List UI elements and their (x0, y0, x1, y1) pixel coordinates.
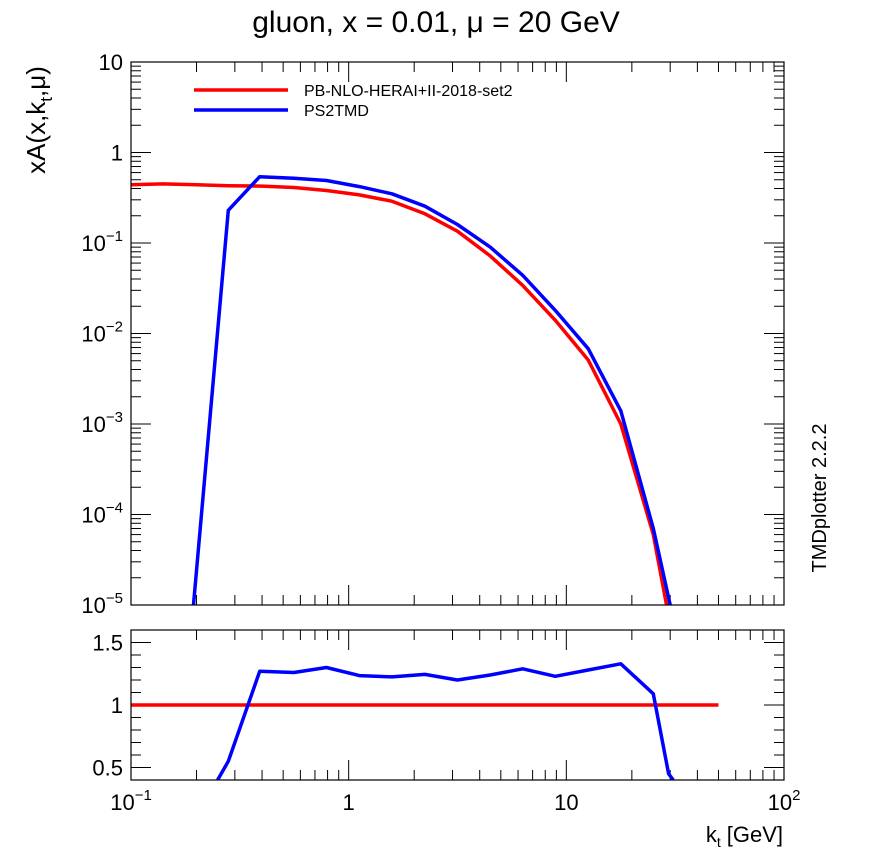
x-tick-label-exp: 2 (792, 787, 800, 804)
x-tick-label-exp: −1 (135, 787, 152, 804)
x-tick-label-base: 10 (554, 790, 578, 815)
y-tick-label-base: 10 (81, 503, 105, 528)
y-tick-label: 10 (99, 50, 123, 75)
ratio-y-tick-label: 1.5 (92, 631, 123, 656)
y-tick-label-base: 10 (81, 593, 105, 618)
ratio-panel-series (131, 662, 719, 780)
ratio-y-tick-label-base: 0.5 (92, 756, 123, 781)
y-tick-label-base: 10 (81, 412, 105, 437)
ratio-line-ps2tmd (216, 662, 675, 780)
ratio-y-tick-label-base: 1.5 (92, 631, 123, 656)
y-tick-label: 10−1 (81, 228, 123, 256)
ratio-y-tick-label: 0.5 (92, 756, 123, 781)
y-tick-label-base: 1 (111, 141, 123, 166)
x-tick-label: 102 (768, 787, 801, 815)
y-tick-label: 10−5 (81, 590, 123, 618)
x-tick-label-base: 10 (110, 790, 134, 815)
legend-label: PS2TMD (304, 103, 369, 120)
y-tick-label-exp: −3 (106, 409, 123, 426)
top-panel-ticks (130, 61, 785, 606)
legend-label: PB-NLO-HERAI+II-2018-set2 (304, 83, 513, 100)
series-line-pb-nlo-herai-ii-2018-set2 (131, 182, 669, 605)
chart-title: gluon, x = 0.01, μ = 20 GeV (252, 6, 620, 39)
y-axis-label: xA(x,kt,μ) (21, 66, 56, 174)
y-tick-label-exp: −1 (106, 228, 123, 245)
ratio-y-tick-label: 1 (111, 693, 123, 718)
y-tick-label-base: 10 (81, 322, 105, 347)
x-tick-label: 10 (554, 790, 578, 815)
y-tick-label: 1 (111, 141, 123, 166)
y-tick-label-exp: −5 (106, 590, 123, 607)
x-tick-label: 1 (343, 790, 355, 815)
y-tick-label-exp: −4 (106, 500, 123, 517)
y-tick-label-base: 10 (81, 231, 105, 256)
x-tick-label-base: 1 (343, 790, 355, 815)
y-tick-label: 10−3 (81, 409, 123, 437)
x-tick-labels: 10−1 1 10 102 (110, 787, 800, 815)
legend: PB-NLO-HERAI+II-2018-set2 PS2TMD (194, 83, 513, 120)
y-tick-label: 10−2 (81, 319, 123, 347)
ratio-y-tick-label-base: 1 (111, 693, 123, 718)
y-tick-label-base: 10 (99, 50, 123, 75)
series-line-ps2tmd (191, 174, 672, 605)
y-tick-label-exp: −2 (106, 319, 123, 336)
side-label: TMDplotter 2.2.2 (809, 424, 831, 573)
top-panel-series (131, 174, 672, 605)
ratio-panel-frame (130, 629, 785, 781)
x-axis-label: kt [GeV] (706, 822, 783, 850)
top-panel-frame (130, 61, 785, 606)
top-panel-frame (130, 61, 785, 606)
x-tick-label-base: 10 (768, 790, 792, 815)
ratio-panel-frame (130, 629, 785, 781)
y-tick-label: 10−4 (81, 500, 123, 528)
x-tick-label: 10−1 (110, 787, 152, 815)
